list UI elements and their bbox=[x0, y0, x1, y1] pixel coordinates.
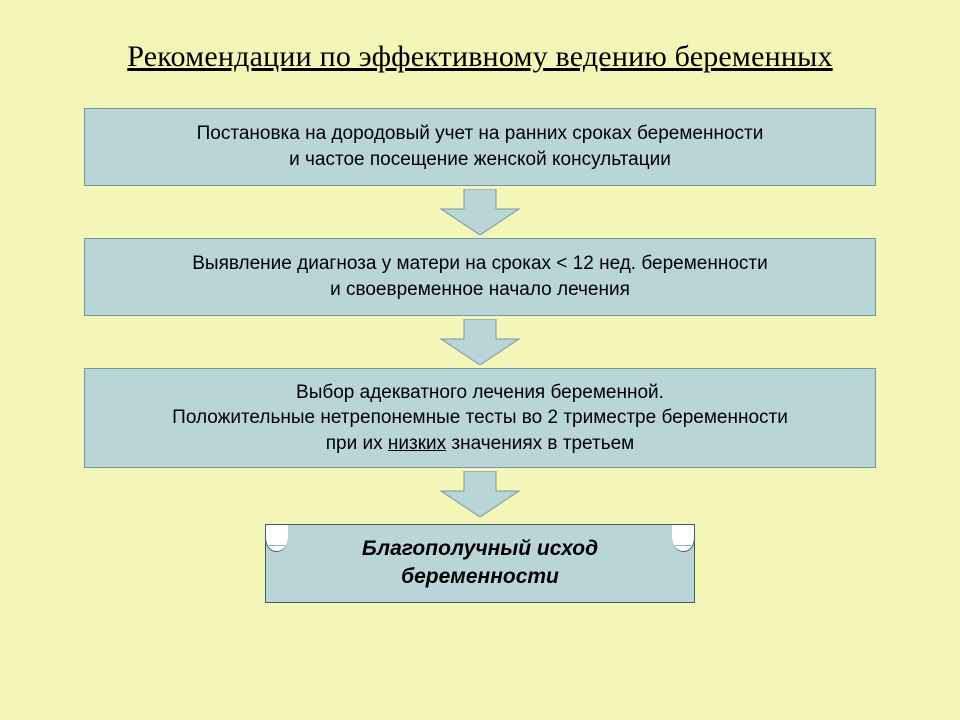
arrow-2 bbox=[84, 319, 876, 365]
flow-step-2-text: Выявление диагноза у матери на сроках < … bbox=[192, 251, 767, 302]
down-arrow-icon bbox=[437, 189, 523, 235]
page-title: Рекомендации по эффективному ведению бер… bbox=[127, 40, 832, 74]
text-line: беременности bbox=[401, 565, 559, 588]
flow-step-1: Постановка на дородовый учет на ранних с… bbox=[84, 108, 876, 186]
text-line: и частое посещение женской консультации bbox=[289, 149, 671, 170]
text-line: Выбор адекватного лечения беременной. bbox=[296, 382, 664, 403]
flow-outcome: Благополучный исход беременности bbox=[265, 524, 695, 603]
text-line: и своевременное начало лечения bbox=[330, 279, 630, 300]
arrow-3 bbox=[84, 471, 876, 517]
scroll-curl-icon bbox=[672, 524, 695, 552]
down-arrow-icon bbox=[437, 471, 523, 517]
flow-step-2: Выявление диагноза у матери на сроках < … bbox=[84, 238, 876, 316]
flow-step-3-text: Выбор адекватного лечения беременной. По… bbox=[172, 380, 788, 457]
flow-step-3: Выбор адекватного лечения беременной. По… bbox=[84, 368, 876, 468]
text-line: Выявление диагноза у матери на сроках < … bbox=[192, 253, 767, 274]
text-fragment: при их bbox=[326, 433, 388, 454]
text-line: при их низких значениях в третьем bbox=[326, 433, 634, 454]
flow-outcome-text: Благополучный исход беременности bbox=[302, 535, 658, 592]
text-underline: низких bbox=[388, 433, 446, 454]
text-line: Благополучный исход bbox=[362, 537, 598, 560]
text-line: Постановка на дородовый учет на ранних с… bbox=[197, 123, 764, 144]
down-arrow-icon bbox=[437, 319, 523, 365]
flow-step-1-text: Постановка на дородовый учет на ранних с… bbox=[197, 121, 764, 172]
scroll-curl-icon bbox=[265, 524, 288, 552]
text-fragment: значениях в третьем bbox=[446, 433, 634, 454]
text-line: Положительные нетрепонемные тесты во 2 т… bbox=[172, 407, 788, 428]
arrow-1 bbox=[84, 189, 876, 235]
slide: Рекомендации по эффективному ведению бер… bbox=[0, 0, 960, 720]
